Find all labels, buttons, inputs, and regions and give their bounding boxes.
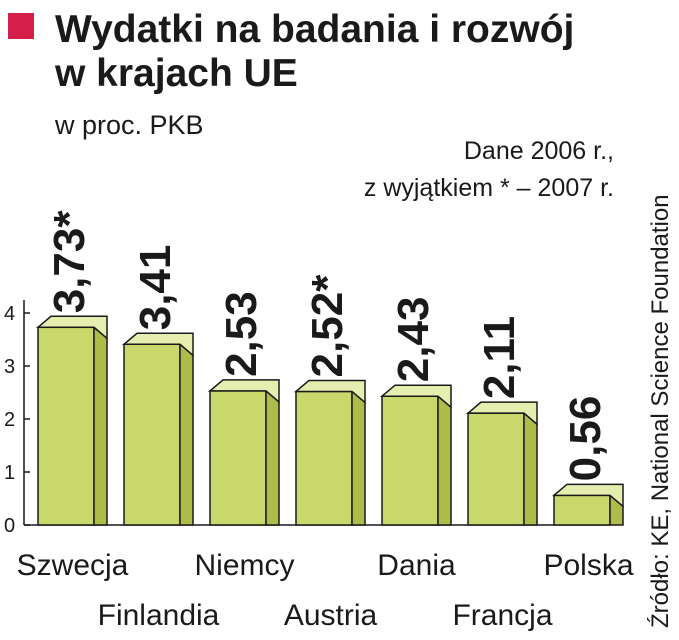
bar-front — [295, 390, 353, 526]
y-tick-label: 4 — [4, 303, 15, 325]
value-label-szwecja: 3,73* — [45, 210, 94, 314]
bar-side — [179, 342, 194, 526]
y-ticks: 0 1 2 3 4 — [4, 303, 30, 537]
y-tick-label: 2 — [4, 409, 15, 431]
bar-top — [551, 483, 624, 508]
category-label-polska: Polska — [543, 549, 633, 582]
bar-side — [437, 394, 452, 526]
bar-front — [467, 412, 525, 526]
category-label-dania: Dania — [377, 549, 456, 582]
chart-title-line2: w krajach UE — [54, 52, 298, 95]
bar-austria — [293, 379, 366, 526]
category-label-finlandia: Finlandia — [98, 599, 220, 632]
bar-szwecja — [35, 315, 108, 526]
bar-front — [553, 494, 611, 526]
chart-title-line1: Wydatki na badania i rozwój — [55, 8, 574, 51]
category-label-austria: Austria — [284, 599, 378, 632]
value-labels: 3,73* 3,41 2,53 2,52* 2,43 2,11 0,56 — [45, 210, 610, 482]
data-note-line2: z wyjątkiem * – 2007 r. — [364, 174, 614, 202]
value-label-dania: 2,43 — [389, 297, 438, 383]
bars — [35, 315, 624, 526]
value-label-francja: 2,11 — [475, 316, 524, 399]
bar-top — [207, 379, 280, 404]
bar-side — [523, 411, 538, 526]
bar-front — [209, 390, 267, 526]
value-label-austria: 2,52* — [303, 274, 352, 378]
bar-top — [379, 384, 452, 409]
bar-side — [265, 389, 280, 526]
y-tick-label: 3 — [4, 356, 15, 378]
bar-top — [121, 332, 194, 357]
bar-front — [37, 326, 95, 526]
source-note: Źródło: KE, National Science Foundation — [647, 194, 674, 628]
bar-side — [351, 389, 366, 526]
y-tick-label: 1 — [4, 462, 15, 484]
bar-francja — [465, 401, 538, 526]
category-label-szwecja: Szwecja — [17, 549, 129, 582]
data-note-line1: Dane 2006 r., — [464, 137, 614, 165]
title-marker — [8, 13, 34, 39]
bar-niemcy — [207, 379, 280, 526]
bar-top — [465, 401, 538, 426]
value-label-polska: 0,56 — [561, 396, 610, 482]
bar-front — [381, 395, 439, 526]
category-labels: Szwecja Finlandia Niemcy Austria Dania Francj… — [17, 549, 634, 632]
category-label-francja: Francja — [452, 599, 552, 632]
bar-polska — [551, 483, 624, 526]
chart-subtitle: w proc. PKB — [54, 110, 204, 140]
bar-top — [35, 315, 108, 340]
category-label-niemcy: Niemcy — [194, 549, 294, 582]
value-label-niemcy: 2,53 — [217, 291, 266, 377]
y-tick-label: 0 — [4, 515, 15, 537]
bar-finlandia — [121, 332, 194, 526]
value-label-finlandia: 3,41 — [131, 245, 180, 331]
bar-front — [123, 343, 181, 526]
bar-dania — [379, 384, 452, 526]
bar-side — [93, 325, 108, 526]
bar-top — [293, 379, 366, 405]
